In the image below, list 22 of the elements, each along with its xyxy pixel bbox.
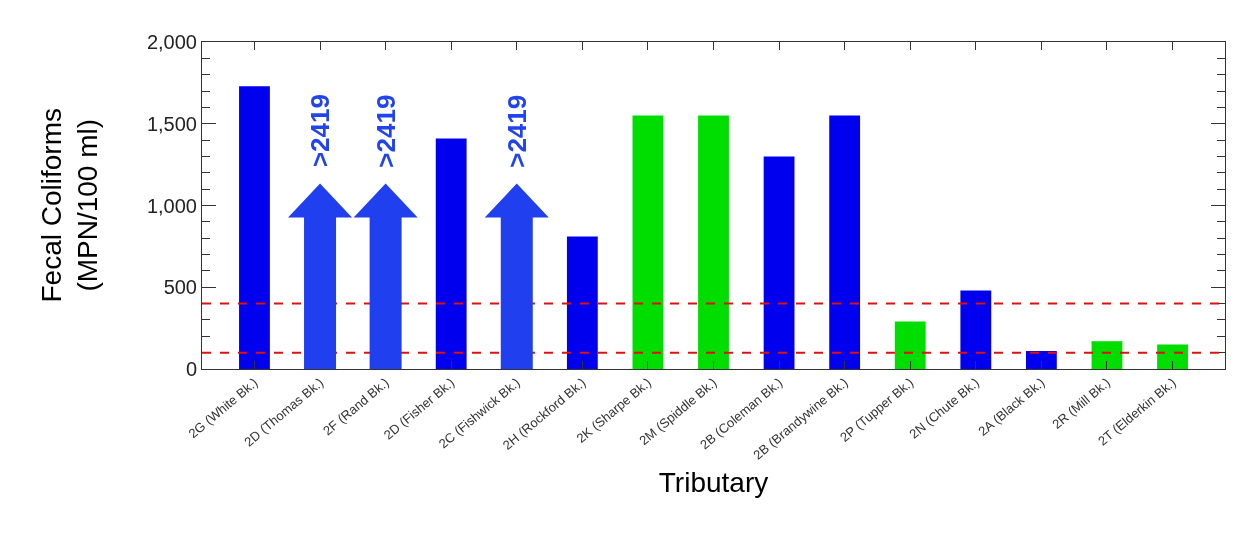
bar [763, 156, 795, 369]
y-tick-label: 500 [163, 276, 197, 299]
annotation: >2419 [370, 94, 401, 168]
bar [698, 115, 729, 369]
y-axis-title: Fecal Coliforms (MPN/100 ml) [35, 108, 103, 303]
bar [829, 115, 861, 369]
bar [960, 290, 992, 369]
bar [1091, 341, 1123, 369]
bar [632, 115, 664, 369]
bar [435, 138, 467, 369]
bar [239, 86, 270, 369]
x-axis-title: Tributary [658, 466, 769, 498]
annotation: >2419 [501, 94, 532, 168]
bar [1157, 344, 1188, 369]
bar [894, 321, 926, 369]
y-tick-label: 1,500 [146, 112, 197, 135]
y-tick-label: 0 [185, 358, 197, 380]
bar [1025, 351, 1057, 369]
y-tick-label: 2,000 [146, 31, 197, 53]
annotation: >2419 [305, 94, 336, 168]
y-tick-label: 1,000 [146, 194, 197, 217]
bar [566, 236, 598, 369]
